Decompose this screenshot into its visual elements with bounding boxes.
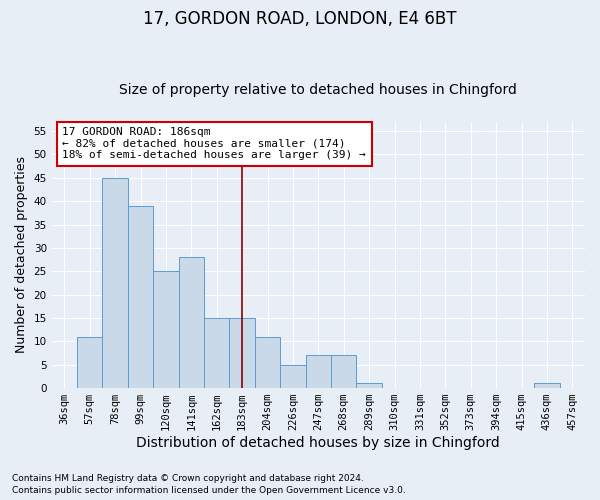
Bar	[128, 206, 153, 388]
Bar	[255, 336, 280, 388]
Bar	[103, 178, 128, 388]
Bar	[534, 384, 560, 388]
Bar	[305, 356, 331, 388]
Text: 17, GORDON ROAD, LONDON, E4 6BT: 17, GORDON ROAD, LONDON, E4 6BT	[143, 10, 457, 28]
Text: Contains HM Land Registry data © Crown copyright and database right 2024.
Contai: Contains HM Land Registry data © Crown c…	[12, 474, 406, 495]
Y-axis label: Number of detached properties: Number of detached properties	[15, 156, 28, 354]
Bar	[280, 364, 305, 388]
Bar	[153, 272, 179, 388]
Bar	[356, 384, 382, 388]
Title: Size of property relative to detached houses in Chingford: Size of property relative to detached ho…	[119, 83, 517, 97]
Bar	[204, 318, 229, 388]
X-axis label: Distribution of detached houses by size in Chingford: Distribution of detached houses by size …	[136, 436, 500, 450]
Bar	[77, 336, 103, 388]
Text: 17 GORDON ROAD: 186sqm
← 82% of detached houses are smaller (174)
18% of semi-de: 17 GORDON ROAD: 186sqm ← 82% of detached…	[62, 127, 366, 160]
Bar	[179, 258, 204, 388]
Bar	[229, 318, 255, 388]
Bar	[331, 356, 356, 388]
